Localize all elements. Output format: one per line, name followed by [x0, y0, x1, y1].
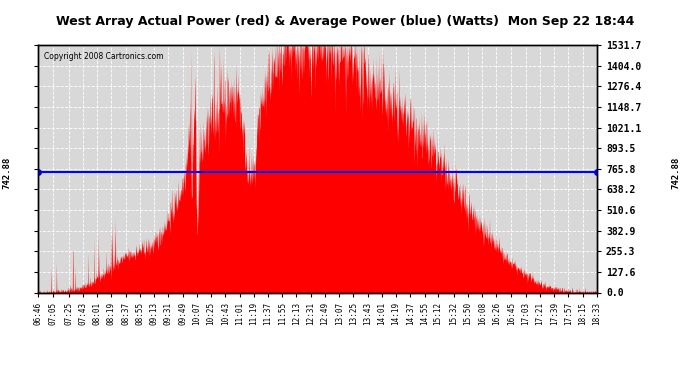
Text: West Array Actual Power (red) & Average Power (blue) (Watts)  Mon Sep 22 18:44: West Array Actual Power (red) & Average …: [56, 15, 634, 28]
Text: 742.88: 742.88: [2, 156, 12, 189]
Text: Copyright 2008 Cartronics.com: Copyright 2008 Cartronics.com: [43, 53, 163, 62]
Text: 742.88: 742.88: [671, 156, 681, 189]
